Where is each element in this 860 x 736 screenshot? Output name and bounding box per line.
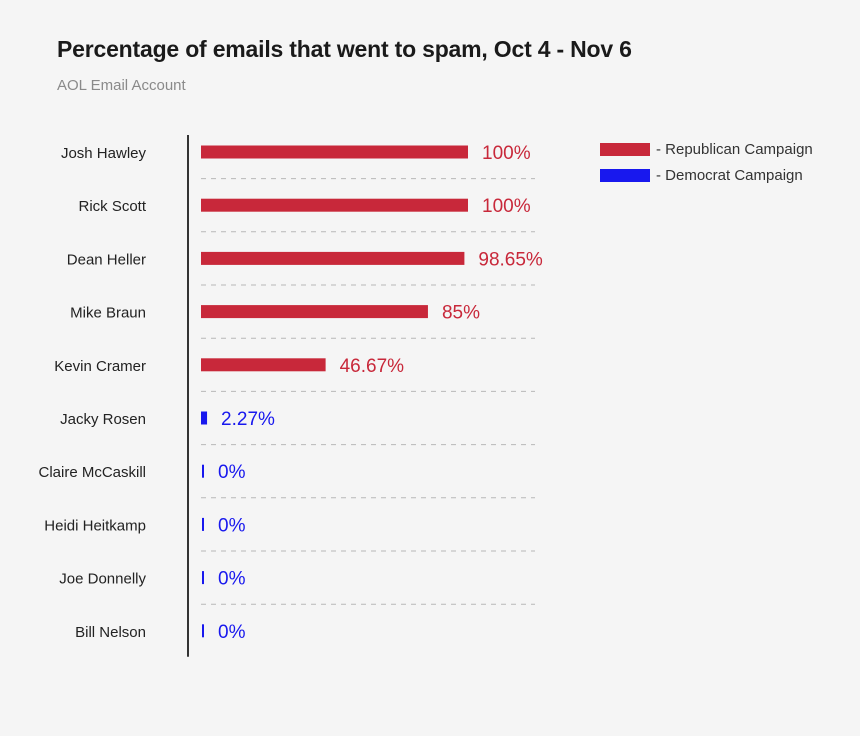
value-label: 2.27% [221,409,275,430]
value-label: 0% [218,515,246,536]
bar [202,517,204,531]
legend-swatch-republican [600,142,650,156]
bar [202,464,204,478]
value-label: 0% [218,569,246,590]
value-label: 46.67% [340,356,405,377]
category-label: Josh Hawley [61,145,147,162]
bar [202,624,204,638]
category-label: Claire McCaskill [38,464,146,481]
legend: - Republican Campaign - Democrat Campaig… [600,136,813,188]
legend-swatch-democrat [600,168,650,182]
category-label: Kevin Cramer [54,358,146,375]
category-label: Heidi Heitkamp [44,517,146,534]
legend-item-democrat: - Democrat Campaign [600,162,813,188]
bar [202,571,204,585]
legend-label-republican: - Republican Campaign [656,140,813,158]
category-label: Joe Donnelly [59,571,146,588]
value-label: 100% [482,143,531,164]
bar [201,358,326,372]
legend-label-democrat: - Democrat Campaign [656,166,803,184]
value-label: 98.65% [478,249,543,270]
category-label: Bill Nelson [75,624,146,641]
chart-subtitle: AOL Email Account [57,77,186,94]
value-label: 85% [442,303,480,324]
category-label: Jacky Rosen [60,411,146,428]
bar [201,198,468,212]
category-label: Rick Scott [78,198,146,215]
chart-title: Percentage of emails that went to spam, … [57,36,632,62]
value-label: 100% [482,196,531,217]
value-label: 0% [218,462,246,483]
bar [201,411,208,425]
bar [201,305,428,319]
legend-item-republican: - Republican Campaign [600,136,813,162]
value-label: 0% [218,622,246,643]
bar [201,145,468,159]
bar [201,251,465,265]
category-label: Dean Heller [67,251,146,268]
category-label: Mike Braun [70,305,146,322]
